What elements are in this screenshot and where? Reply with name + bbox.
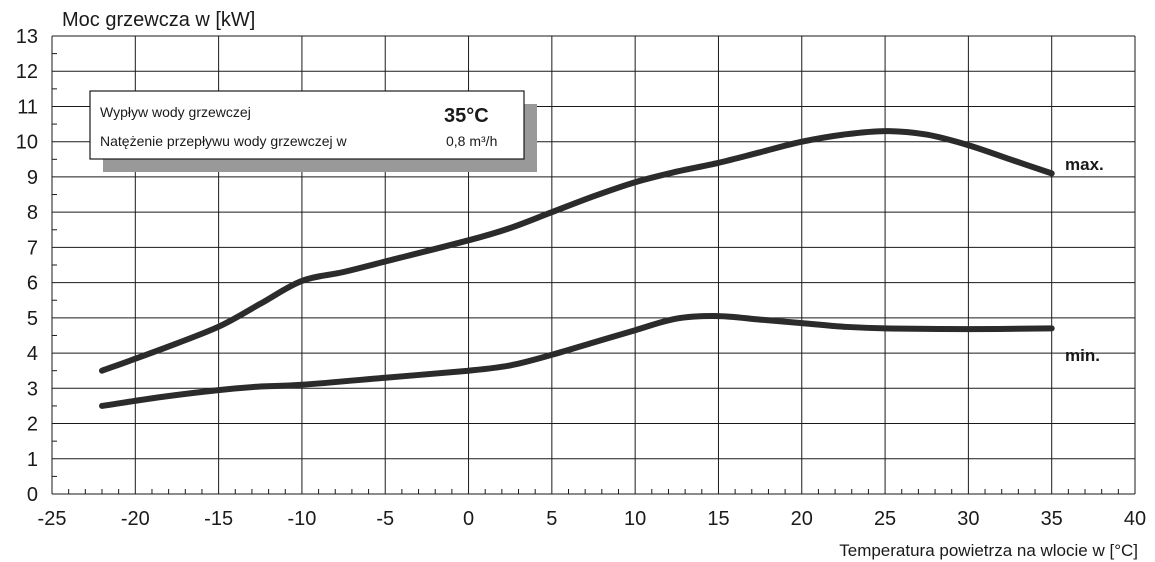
series-lines (99, 128, 1055, 409)
x-tick-labels: -25 -20 -15 -10 -5 0 5 10 15 20 25 30 35 40 (38, 508, 1147, 530)
x-tick-label: -10 (287, 508, 316, 530)
y-tick-label: 9 (27, 167, 38, 189)
series-label-min: min. (1065, 346, 1100, 365)
series-line-min (99, 313, 1055, 409)
x-tick-label: -25 (38, 508, 67, 530)
x-tick-label: 15 (707, 508, 729, 530)
x-tick-label: 0 (463, 508, 474, 530)
y-tick-label: 1 (27, 449, 38, 471)
info-box: Wypływ wody grzewczej 35°C Natężenie prz… (89, 90, 537, 172)
y-tick-label: 3 (27, 378, 38, 400)
x-tick-label: 35 (1041, 508, 1063, 530)
series-label-max: max. (1065, 155, 1104, 174)
y-axis-label: Moc grzewcza w [kW] (62, 9, 255, 31)
y-tick-label: 12 (16, 61, 38, 83)
x-tick-label: 10 (624, 508, 646, 530)
y-tick-label: 10 (16, 132, 38, 154)
y-tick-label: 11 (17, 96, 38, 118)
info-box-panel (89, 90, 525, 160)
info-row2-value: 0,8 m³/h (446, 133, 497, 149)
info-row2-label: Natężenie przepływu wody grzewczej w (100, 133, 348, 149)
x-tick-label: 30 (957, 508, 979, 530)
y-tick-label: 5 (27, 308, 38, 330)
y-tick-label: 6 (27, 273, 38, 295)
series-line-max (99, 128, 1055, 374)
x-tick-label: -20 (121, 508, 150, 530)
x-tick-label: 5 (546, 508, 557, 530)
y-tick-label: 7 (27, 237, 38, 259)
y-tick-label: 8 (27, 202, 38, 224)
y-tick-label: 0 (27, 484, 38, 506)
x-tick-label: 40 (1124, 508, 1146, 530)
y-tick-label: 13 (16, 26, 38, 48)
x-tick-label: -15 (204, 508, 233, 530)
x-axis-label: Temperatura powietrza na wlocie w [°C] (839, 541, 1138, 560)
info-row1-label: Wypływ wody grzewczej (100, 104, 251, 120)
minor-ticks (52, 53, 1119, 494)
x-tick-label: -5 (376, 508, 394, 530)
x-tick-label: 25 (874, 508, 896, 530)
y-tick-label: 4 (27, 343, 38, 365)
y-tick-label: 2 (27, 414, 38, 436)
x-tick-label: 20 (791, 508, 813, 530)
info-row1-value: 35°C (444, 105, 489, 127)
